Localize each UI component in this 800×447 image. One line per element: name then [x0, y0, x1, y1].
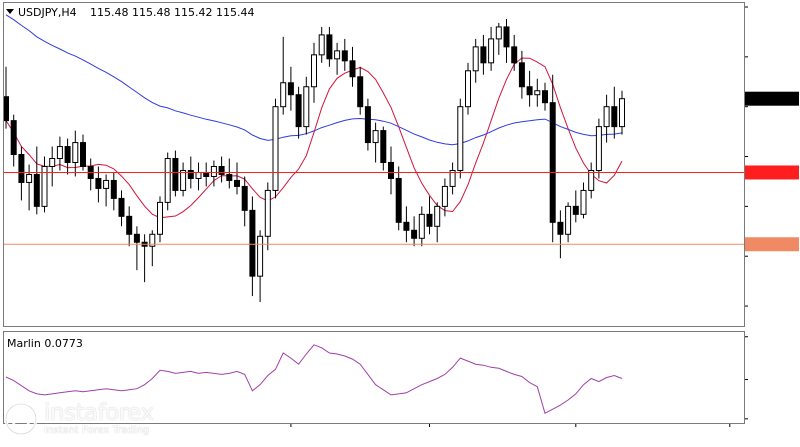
- bear-candle: [349, 60, 356, 78]
- bear-candle: [241, 185, 248, 211]
- bear-candle: [226, 173, 233, 181]
- fast-moving-average-line: [5, 57, 623, 219]
- bear-candle: [572, 205, 579, 215]
- bull-candle: [472, 46, 479, 72]
- current-price-box: [745, 91, 799, 106]
- bull-candle: [264, 189, 271, 237]
- bear-candle: [403, 221, 410, 231]
- bear-candle: [611, 106, 618, 128]
- bear-candle: [511, 46, 518, 64]
- bull-candle: [457, 106, 464, 171]
- bear-candle: [295, 94, 302, 128]
- bull-candle: [441, 185, 448, 207]
- bull-candle: [565, 205, 572, 235]
- triangle-down-icon[interactable]: [6, 9, 14, 14]
- bull-candle: [334, 50, 341, 60]
- bear-candle: [118, 197, 125, 217]
- bear-candle: [542, 90, 548, 104]
- bull-candle: [280, 82, 287, 108]
- bear-candle: [110, 179, 117, 199]
- bull-candle: [580, 189, 587, 215]
- bull-candle: [318, 34, 325, 56]
- bull-candle: [595, 126, 602, 171]
- bear-candle: [33, 173, 40, 207]
- indicator-panel-frame: [3, 331, 745, 424]
- bull-candle: [56, 146, 63, 160]
- bull-candle: [149, 233, 156, 247]
- bull-candle: [272, 106, 279, 191]
- bear-candle: [341, 50, 348, 62]
- bear-candle: [187, 169, 194, 179]
- bull-candle: [603, 106, 610, 128]
- bear-candle: [234, 179, 240, 187]
- bear-candle: [364, 106, 371, 144]
- bull-candle: [619, 98, 625, 128]
- bear-candle: [380, 130, 387, 164]
- bear-candle: [480, 46, 487, 64]
- marlin-oscillator-line: [5, 344, 623, 415]
- bull-candle: [195, 171, 202, 179]
- bull-candle: [534, 90, 541, 96]
- bull-candle: [495, 26, 502, 40]
- bear-candle: [287, 82, 294, 96]
- bear-candle: [80, 142, 86, 167]
- bear-candle: [172, 158, 179, 191]
- bull-candle: [372, 130, 379, 144]
- bull-candle: [49, 158, 56, 167]
- level-price-box: [745, 165, 799, 180]
- bull-candle: [257, 235, 264, 277]
- bull-candle: [465, 70, 471, 108]
- bear-candle: [388, 162, 394, 179]
- bear-candle: [126, 215, 133, 235]
- slow-moving-average-line: [5, 14, 623, 146]
- bear-candle: [395, 177, 402, 223]
- bull-candle: [103, 179, 110, 189]
- bull-candle: [434, 205, 441, 227]
- bull-candle: [180, 169, 187, 191]
- indicator-label: Marlin 0.0773: [7, 337, 83, 350]
- bear-candle: [503, 26, 510, 48]
- bear-candle: [3, 96, 9, 122]
- bear-candle: [326, 34, 333, 60]
- bear-candle: [133, 233, 140, 243]
- bear-candle: [518, 62, 525, 88]
- bull-candle: [488, 38, 495, 64]
- bull-candle: [157, 201, 163, 235]
- bear-candle: [426, 213, 433, 227]
- bear-candle: [411, 229, 418, 239]
- bear-candle: [203, 171, 210, 177]
- ohlc-values: 115.48 115.48 115.42 115.44: [90, 6, 254, 19]
- bear-candle: [357, 76, 364, 108]
- bull-candle: [449, 169, 456, 187]
- bull-candle: [303, 86, 310, 128]
- main-panel-frame: [3, 2, 745, 327]
- bull-candle: [72, 142, 79, 164]
- bear-candle: [249, 209, 256, 277]
- bull-candle: [311, 54, 317, 88]
- bear-candle: [549, 102, 556, 223]
- bear-candle: [18, 154, 25, 183]
- bear-candle: [218, 165, 225, 175]
- bull-candle: [26, 173, 33, 183]
- bull-candle: [210, 165, 217, 177]
- bear-candle: [526, 86, 533, 96]
- level-price-box: [745, 237, 799, 252]
- bear-candle: [10, 120, 17, 156]
- symbol-label: USDJPY,H4: [18, 6, 77, 19]
- bear-candle: [95, 177, 102, 189]
- bear-candle: [557, 221, 564, 235]
- bull-candle: [588, 169, 595, 191]
- bull-candle: [418, 213, 425, 239]
- bull-candle: [41, 165, 48, 207]
- bear-candle: [64, 146, 71, 164]
- bull-candle: [164, 158, 171, 203]
